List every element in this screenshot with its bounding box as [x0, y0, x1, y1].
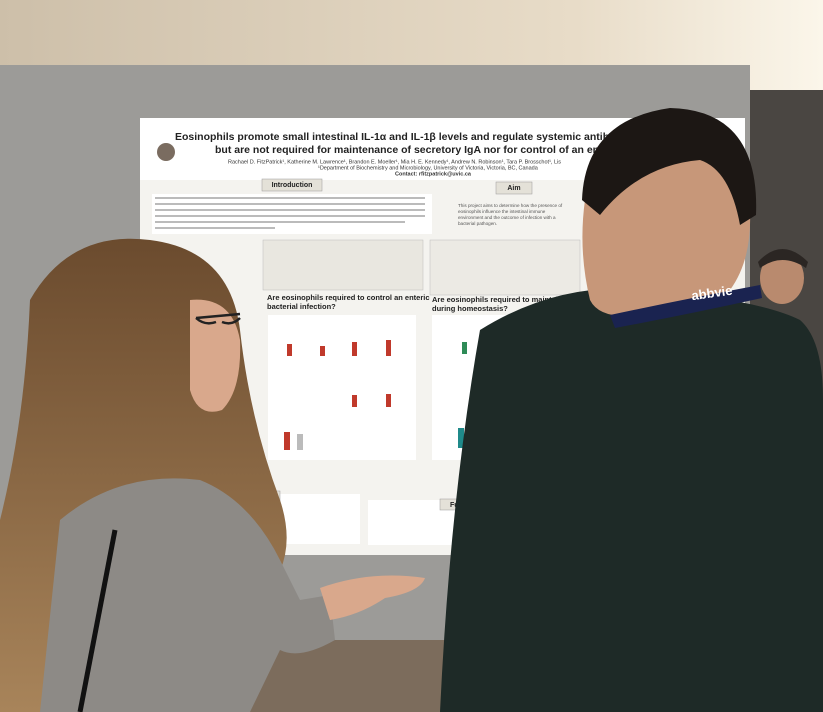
question: bacterial infection?: [267, 302, 336, 311]
aim-text: This project aims to determine how the p…: [458, 203, 563, 208]
figure-panel: [429, 239, 581, 296]
question: Are eosinophils required to control an e…: [267, 293, 430, 302]
man-hair: [582, 108, 757, 225]
figure-panel: [268, 315, 416, 460]
poster-title: but are not required for maintenance of …: [215, 144, 659, 156]
lanyard: [610, 285, 762, 328]
poster-title: Eosinophils promote small intestinal IL-…: [175, 131, 670, 143]
section-box: [495, 181, 533, 195]
aim-text: eosinophils influence the intestinal imm…: [458, 209, 546, 214]
authors: Rachael D. FitzPatrick¹, Katherine M. La…: [228, 159, 561, 165]
intro-text-lines: [155, 197, 425, 229]
bag-strap: [77, 529, 118, 712]
section-box: [261, 178, 323, 192]
woman-hand: [320, 575, 425, 620]
poster-logo: [157, 143, 175, 161]
affiliation: ¹Department of Biochemistry and Microbio…: [318, 165, 539, 171]
aim-text: environment and the outcome of infection…: [458, 215, 556, 220]
section-header: Introduction: [272, 182, 313, 189]
lanyard-text: abbvie: [690, 283, 733, 304]
section-header: Aim: [507, 185, 520, 192]
man-sweater: [440, 288, 823, 712]
woman-glasses: [195, 312, 241, 325]
question: Are eosinophils required to maintain IgA…: [432, 295, 599, 304]
aim-text: bacterial pathogen.: [458, 221, 497, 226]
contact: Contact: rfitzpatrick@uvic.ca: [395, 171, 472, 177]
question: during homeostasis?: [432, 304, 508, 313]
woman-face: [190, 299, 241, 412]
figure-panel: [262, 239, 424, 291]
background-person-hair: [758, 249, 808, 268]
background-person: [760, 252, 804, 304]
